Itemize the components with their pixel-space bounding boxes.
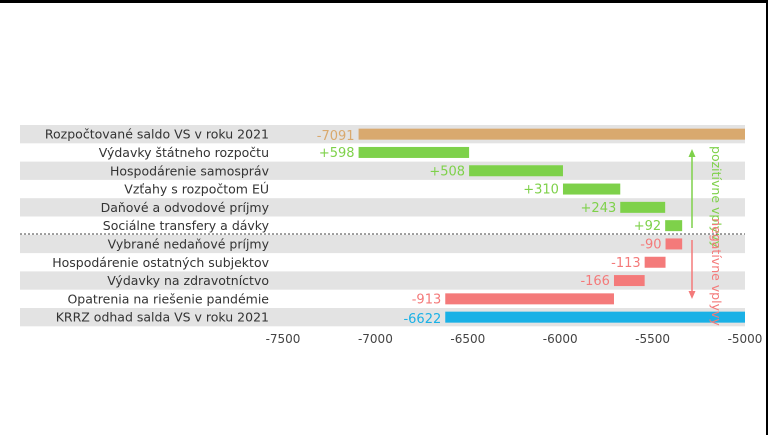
negative-arrow: [688, 240, 696, 299]
row-band: [20, 271, 745, 290]
row-band: [20, 198, 745, 217]
bars-layer: [358, 128, 745, 323]
value-label: -113: [611, 256, 641, 271]
bar-negative: [613, 275, 645, 287]
value-label: -6622: [403, 312, 441, 327]
row-band: [20, 161, 745, 180]
value-label: -90: [640, 237, 661, 252]
x-tick-label: -7500: [266, 332, 301, 346]
bar-positive: [665, 220, 683, 232]
value-label: +243: [581, 201, 617, 216]
x-axis: -7500 -7000 -6500 -6000 -5500 -5000: [266, 332, 763, 346]
x-tick-label: -5000: [728, 332, 763, 346]
bar-negative: [665, 238, 683, 250]
category-label: Vybrané nedaňové príjmy: [108, 236, 270, 251]
category-label: Výdavky štátneho rozpočtu: [99, 145, 269, 160]
bar-negative: [644, 256, 666, 268]
right-border: [766, 0, 768, 435]
category-label: Daňové a odvodové príjmy: [101, 200, 270, 215]
row-band: [20, 234, 745, 254]
bar-negative: [445, 293, 614, 305]
value-label: -166: [580, 274, 610, 289]
value-label: +598: [319, 146, 355, 161]
category-label: Výdavky na zdravotníctvo: [107, 273, 269, 288]
bar-positive: [620, 201, 666, 213]
positive-impacts-label: pozitívne vplyvy: [709, 146, 724, 249]
bar-start: [358, 128, 745, 140]
value-label: -7091: [317, 129, 355, 144]
negative-impacts-label: negatívne vplyvy: [709, 218, 724, 326]
top-border: [0, 0, 768, 3]
bar-end: [445, 311, 745, 323]
positive-arrow: [688, 149, 696, 228]
value-label: +310: [523, 183, 559, 198]
category-label: Opatrenia na riešenie pandémie: [67, 291, 269, 306]
value-label: -913: [412, 292, 442, 307]
category-labels: Rozpočtované saldo VS v roku 2021 Výdavky…: [45, 127, 270, 325]
category-label: Hospodárenie ostatných subjektov: [52, 255, 269, 270]
value-label: +508: [429, 164, 465, 179]
category-label: Vzťahy s rozpočtom EÚ: [124, 182, 269, 197]
bar-positive: [358, 146, 470, 158]
bar-positive: [469, 165, 563, 177]
bar-positive: [562, 183, 621, 195]
value-labels: -7091 +598 +508 +310 +243 +92 -90 -113-166 -913 -…: [317, 129, 662, 327]
value-label: +92: [634, 219, 661, 234]
x-tick-label: -6500: [450, 332, 485, 346]
x-tick-label: -6000: [543, 332, 578, 346]
x-tick-label: -7000: [358, 332, 393, 346]
category-label: Rozpočtované saldo VS v roku 2021: [45, 127, 269, 142]
category-label: Sociálne transfery a dávky: [103, 218, 270, 233]
x-tick-label: -5500: [635, 332, 670, 346]
category-label: KRRZ odhad salda VS v roku 2021: [56, 310, 269, 325]
category-label: Hospodárenie samospráv: [110, 163, 270, 178]
